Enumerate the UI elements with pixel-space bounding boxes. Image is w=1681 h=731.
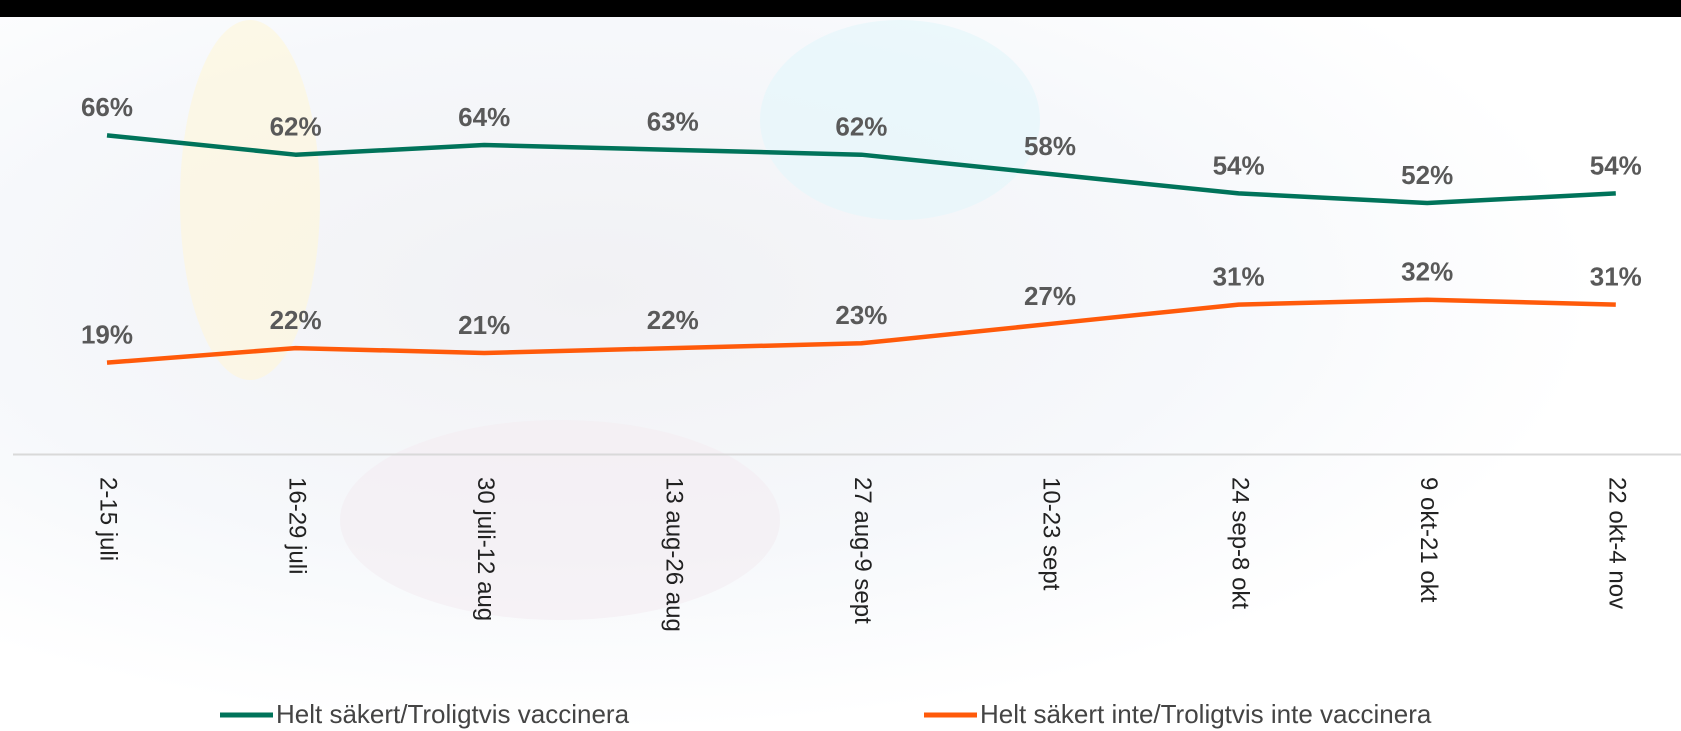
data-label: 63% bbox=[647, 107, 699, 137]
x-tick-label: 16-29 juli bbox=[283, 477, 310, 574]
x-tick-label: 27 aug-9 sept bbox=[849, 477, 876, 624]
data-label: 58% bbox=[1024, 131, 1076, 161]
x-tick-label: 30 juli-12 aug bbox=[472, 477, 499, 621]
data-label: 23% bbox=[835, 300, 887, 330]
x-tick-label: 13 aug-26 aug bbox=[660, 477, 687, 632]
data-label: 19% bbox=[81, 319, 133, 349]
data-label: 54% bbox=[1213, 150, 1265, 180]
data-label: 22% bbox=[647, 305, 699, 335]
data-label: 64% bbox=[458, 102, 510, 132]
background-blob bbox=[180, 20, 320, 380]
series-line bbox=[106, 133, 1616, 206]
data-label: 62% bbox=[835, 112, 887, 142]
data-label: 31% bbox=[1213, 261, 1265, 291]
data-label: 62% bbox=[270, 112, 322, 142]
x-tick-label: 2-15 juli bbox=[95, 477, 122, 561]
data-label: 66% bbox=[81, 92, 133, 122]
legend-label: Helt säkert inte/Troligtvis inte vaccine… bbox=[980, 699, 1432, 729]
top-bar bbox=[0, 0, 1681, 17]
x-tick-label: 22 okt-4 nov bbox=[1603, 477, 1630, 609]
background-blob bbox=[340, 420, 780, 620]
data-label: 54% bbox=[1590, 150, 1642, 180]
data-label: 27% bbox=[1024, 281, 1076, 311]
data-label: 31% bbox=[1590, 261, 1642, 291]
data-label: 52% bbox=[1401, 160, 1453, 190]
background-blob bbox=[760, 20, 1040, 220]
x-tick-label: 10-23 sept bbox=[1038, 477, 1065, 591]
x-tick-label: 9 okt-21 okt bbox=[1415, 477, 1442, 603]
legend-label: Helt säkert/Troligtvis vaccinera bbox=[276, 699, 630, 729]
data-label: 32% bbox=[1401, 257, 1453, 287]
data-label: 21% bbox=[458, 310, 510, 340]
series-line bbox=[106, 297, 1616, 365]
data-label: 22% bbox=[270, 305, 322, 335]
x-tick-label: 24 sep-8 okt bbox=[1226, 477, 1253, 609]
